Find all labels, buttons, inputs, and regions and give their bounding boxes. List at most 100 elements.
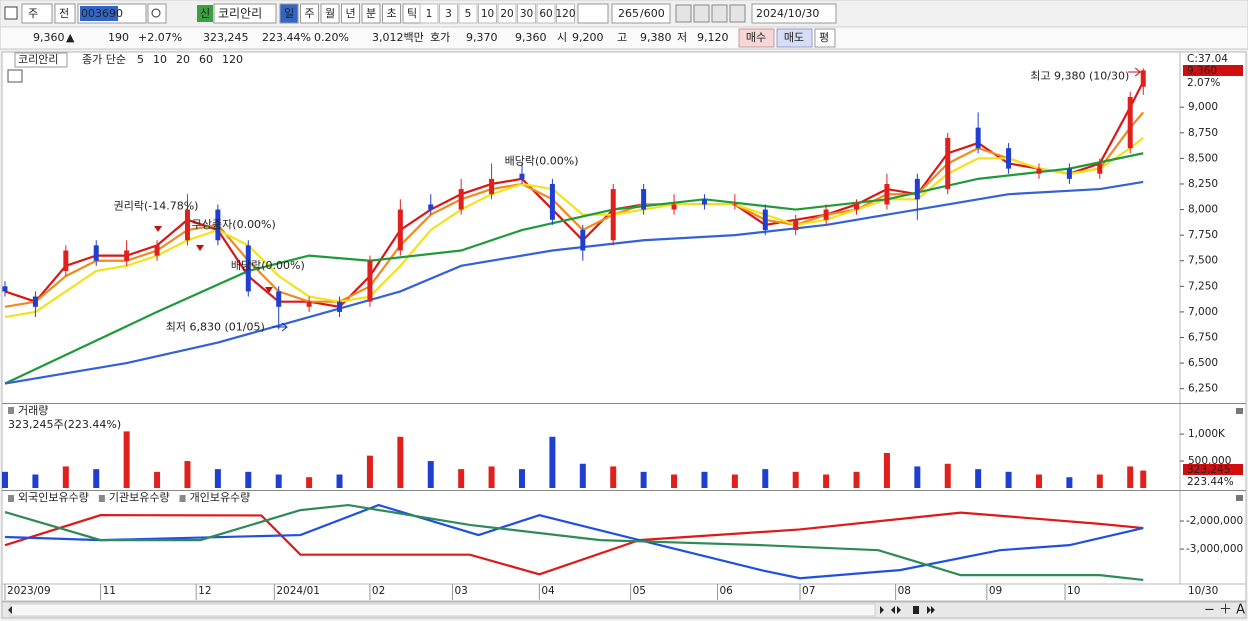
ma-legend: 10: [153, 53, 167, 66]
save-btn[interactable]: [711, 4, 728, 23]
plot-frame: [1, 51, 1181, 585]
annotation: 최고 9,380 (10/30): [1030, 69, 1129, 82]
menu-icon[interactable]: [4, 6, 18, 20]
interval-btn[interactable]: [556, 3, 575, 24]
candle-body: [32, 296, 38, 307]
interval: 60: [539, 8, 552, 20]
panel-subtitle: 323,245주(223.44%): [8, 418, 121, 431]
quote-low-label: 저: [677, 31, 687, 44]
candle-body: [63, 250, 69, 271]
y-tick-label: 8,750: [1188, 127, 1218, 139]
interval-btn[interactable]: [536, 3, 556, 24]
name-box: [213, 3, 277, 24]
period-btn[interactable]: [320, 3, 340, 24]
axis-frame: [1179, 51, 1247, 585]
volume-bar: [214, 469, 221, 488]
volume-bar: [640, 471, 647, 488]
candle-body: [884, 183, 890, 205]
candle-body: [793, 219, 799, 231]
volume-bar: [93, 469, 100, 488]
volume-bar: [2, 471, 8, 488]
candle-body: [762, 209, 768, 231]
candle-body: [1036, 168, 1042, 174]
avg-btn[interactable]: [814, 28, 836, 48]
candle-body: [945, 137, 951, 190]
buy-btn[interactable]: [738, 28, 775, 48]
ma-legend: 60: [199, 53, 213, 66]
candle-body: [489, 178, 495, 195]
change-label: 2.07%: [1187, 77, 1220, 89]
volume-bar: [549, 436, 556, 488]
period-btn[interactable]: [279, 3, 299, 24]
annotation: 무상증자(0.00%): [192, 218, 276, 231]
period: 월: [325, 7, 335, 20]
y-tick-label: 7,000: [1188, 306, 1218, 318]
volume-bar: [1005, 471, 1012, 488]
ma-line: [4, 137, 1144, 319]
period-btn[interactable]: [300, 3, 319, 24]
annotation: 배당락(0.00%): [231, 259, 305, 272]
x-tick-label: 08: [898, 585, 911, 597]
legend-label: 외국인보유수량: [18, 491, 89, 504]
holding-line: [4, 503, 1144, 580]
quote-arrow: ▲: [66, 31, 75, 44]
volume-bar: [275, 474, 282, 488]
date-input[interactable]: [751, 3, 837, 24]
legend-chip: [8, 495, 14, 502]
tool-btn[interactable]: [693, 4, 710, 23]
y-tick-label: 7,500: [1188, 255, 1218, 267]
scroll-left[interactable]: [8, 606, 12, 614]
settings-btn[interactable]: [729, 4, 746, 23]
table-icon[interactable]: [7, 69, 23, 83]
quote-volume: 323,245: [203, 31, 249, 44]
last-volume-pct: 223.44%: [1187, 476, 1234, 488]
candle-body: [397, 209, 403, 251]
legend-label: 개인보유수량: [190, 491, 251, 504]
y-tick-label: 9,000: [1188, 101, 1218, 113]
ma-legend: 120: [222, 53, 243, 66]
panel-close[interactable]: [1236, 408, 1243, 414]
scroll-controls[interactable]: [880, 606, 935, 614]
interval-btn[interactable]: [478, 3, 497, 24]
ma-line: [4, 152, 1144, 385]
quote-amount: 3,012백만: [372, 31, 424, 44]
tool-btn[interactable]: [675, 4, 692, 23]
stock-name: 코리안리: [218, 7, 262, 21]
volume-bar: [397, 436, 404, 488]
quote-price: 9,360: [33, 31, 65, 44]
panel-close[interactable]: [1236, 495, 1243, 501]
quote-volume-pct: 223.44%: [262, 31, 311, 44]
interval-btn[interactable]: [439, 3, 458, 24]
candle-body: [306, 301, 312, 307]
sell-btn[interactable]: [776, 28, 813, 48]
period-btn[interactable]: [382, 3, 401, 24]
interval-btn[interactable]: [458, 3, 478, 24]
interval-btn[interactable]: [497, 3, 517, 24]
volume-bar: [336, 474, 343, 488]
scope-select[interactable]: [54, 3, 76, 24]
period-btn[interactable]: [341, 3, 360, 24]
candle-body: [458, 189, 464, 210]
volume-bar: [853, 471, 860, 488]
candle-body: [184, 209, 190, 241]
volume-bar: [488, 466, 495, 488]
zoom-controls[interactable]: − ＋ A: [1204, 603, 1245, 618]
x-tick-label: 07: [802, 585, 815, 597]
period-btn[interactable]: [361, 3, 381, 24]
market-select[interactable]: [21, 3, 53, 24]
interval-btn[interactable]: [419, 3, 439, 24]
scroll-track[interactable]: [9, 603, 876, 617]
interval-input[interactable]: [577, 3, 609, 24]
ma-legend: 5: [137, 53, 144, 66]
ma-line: [4, 180, 1144, 385]
event-marker: [265, 287, 273, 293]
volume-bar: [366, 455, 373, 488]
volume-bar: [123, 431, 130, 488]
search-btn[interactable]: [147, 3, 167, 24]
interval-btn[interactable]: [517, 3, 536, 24]
count-input[interactable]: [611, 3, 671, 24]
quote-turnover: 0.20%: [314, 31, 349, 44]
volume-bar: [731, 474, 738, 488]
legend-title: 코리안리: [18, 53, 58, 66]
low-arrow: [272, 322, 288, 332]
